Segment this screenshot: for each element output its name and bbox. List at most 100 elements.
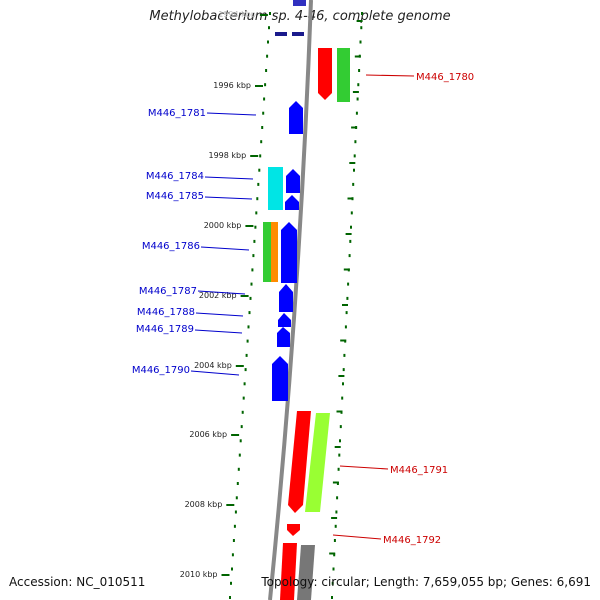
inner-ring-dot: [248, 311, 251, 315]
gene-M446_1790-shape[interactable]: [272, 356, 288, 401]
cds-M446_1786-green[interactable]: [263, 222, 271, 282]
inner-ring-dot: [252, 254, 255, 258]
leader-M446_1784: [204, 176, 254, 180]
inner-ring-dot: [239, 439, 242, 443]
gene-M446_1789-shape[interactable]: [277, 327, 290, 347]
cds-M446_1784-shape[interactable]: [268, 167, 283, 210]
outer-ring-dot: [344, 325, 347, 329]
inner-ring-dot: [232, 539, 235, 542]
outer-ring-dash: [342, 304, 348, 306]
outer-ring-dot: [334, 524, 337, 528]
inner-ring-dot: [265, 69, 268, 72]
inner-ring-dot: [267, 40, 269, 44]
map-title: Methylobacterium sp. 4-46, complete geno…: [149, 9, 451, 24]
outer-ring-dash: [329, 552, 336, 555]
outer-ring-dash: [336, 410, 343, 413]
outer-ring-dot: [359, 40, 362, 44]
inner-ring-dot: [254, 225, 257, 229]
inner-ring-dot: [230, 581, 232, 585]
leader-M446_1792: [332, 534, 382, 540]
inner-ring-dot: [250, 282, 253, 286]
outer-ring-dot: [345, 311, 348, 315]
scale-tick-label: 1994 kbp: [218, 10, 256, 19]
inner-ring-dot: [242, 396, 245, 400]
outer-ring-dot: [353, 168, 355, 172]
scale-tick-label: 1996 kbp: [213, 81, 251, 90]
cds-M446_1791-shape[interactable]: [305, 413, 330, 512]
outer-ring-dot: [342, 382, 344, 386]
outer-ring-dot: [333, 539, 336, 542]
outer-ring-dot: [360, 26, 363, 30]
cds-M446_1786-orange[interactable]: [271, 222, 278, 282]
outer-ring-dash: [356, 20, 363, 22]
inner-ring-dot: [229, 596, 231, 599]
label-M446_1788[interactable]: M446_1788: [137, 307, 195, 318]
ring-guides: [229, 12, 363, 599]
scale-tick-label: 2002 kbp: [199, 291, 237, 300]
gene-M446_1784-shape[interactable]: [286, 169, 300, 193]
inner-ring-dot: [253, 239, 256, 243]
gene-M446_1788-shape[interactable]: [278, 313, 291, 327]
outer-ring-dot: [355, 111, 358, 115]
gene-M446_1786-shape[interactable]: [281, 222, 297, 283]
outer-ring-dash: [351, 126, 358, 129]
outer-ring-dot: [333, 553, 336, 557]
leader-M446_1780: [365, 74, 415, 77]
leader-M446_1788: [195, 312, 244, 317]
leader-M446_1790: [190, 370, 240, 376]
gene-M446_1791-shape[interactable]: [288, 411, 311, 513]
outer-ring-dot: [336, 496, 339, 500]
leader-M446_1787: [197, 290, 246, 295]
label-M446_1781[interactable]: M446_1781: [148, 108, 206, 119]
label-M446_1780[interactable]: M446_1780: [416, 72, 474, 83]
feature-bottom-gray: [297, 545, 315, 600]
scale-tick: [259, 14, 268, 16]
scale-tick: [231, 434, 240, 436]
label-M446_1786[interactable]: M446_1786: [142, 241, 200, 252]
label-M446_1791[interactable]: M446_1791: [390, 465, 448, 476]
outer-ring-dash: [354, 55, 361, 58]
cds-M446_1780-shape[interactable]: [337, 48, 350, 102]
leader-M446_1786: [200, 246, 250, 251]
outer-ring-dash: [345, 233, 352, 235]
scale-tick: [250, 155, 259, 157]
label-M446_1792[interactable]: M446_1792: [383, 535, 441, 546]
outer-ring-dot: [357, 83, 360, 87]
label-M446_1785[interactable]: M446_1785: [146, 191, 204, 202]
label-M446_1784[interactable]: M446_1784: [146, 171, 204, 182]
leader-M446_1789: [194, 329, 243, 334]
feature-top-blue: [293, 0, 306, 6]
scale-tick: [235, 365, 244, 367]
gene-M446_1781-shape[interactable]: [289, 101, 303, 134]
inner-ring-dot: [231, 567, 233, 571]
outer-ring-dot: [352, 182, 355, 186]
gene-M446_1787-shape[interactable]: [279, 284, 293, 312]
outer-ring-dash: [331, 517, 338, 519]
outer-ring-dot: [342, 368, 345, 372]
outer-ring-dash: [338, 375, 345, 377]
label-M446_1790[interactable]: M446_1790: [132, 365, 190, 376]
outer-ring-dash: [347, 197, 354, 200]
kbp-scale: 1994 kbp 1996 kbp 1998 kbp 2000 kbp 2002 kbp…: [180, 10, 268, 579]
inner-ring-dot: [269, 12, 271, 15]
inner-ring-dot: [234, 510, 237, 514]
outer-ring-dash: [332, 481, 339, 484]
outer-ring-dash: [343, 268, 350, 271]
gene-M446_1792-shape[interactable]: [287, 524, 300, 536]
feature-bottom-red: [280, 543, 297, 600]
outer-ring-dot: [339, 439, 341, 443]
scale-tick: [221, 574, 230, 576]
gene-M446_1780-shape[interactable]: [318, 48, 332, 100]
scale-tick: [245, 225, 254, 227]
accession-text: Accession: NC_010511: [9, 575, 146, 589]
leader-M446_1781: [206, 112, 257, 116]
gene-M446_1785-shape[interactable]: [285, 195, 299, 210]
inner-ring-dot: [235, 496, 238, 500]
label-M446_1789[interactable]: M446_1789: [136, 324, 194, 335]
inner-ring-dot: [263, 97, 266, 101]
inner-ring-dot: [236, 482, 239, 485]
outer-ring-dot: [348, 254, 351, 258]
inner-ring-dot: [244, 368, 247, 372]
label-M446_1787[interactable]: M446_1787: [139, 286, 197, 297]
